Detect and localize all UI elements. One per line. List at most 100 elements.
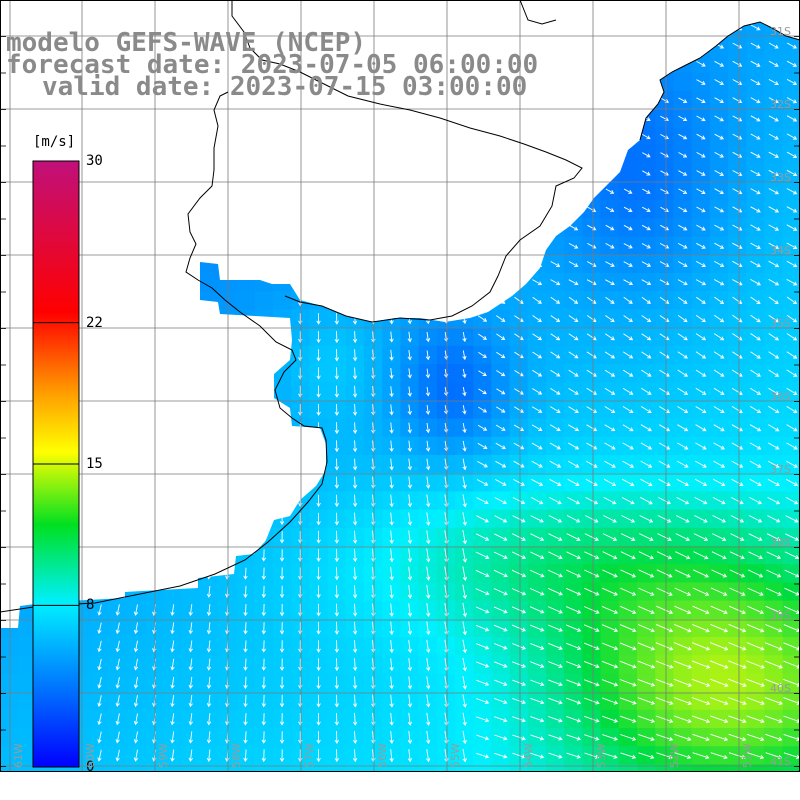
wind-arrow (371, 349, 376, 362)
wind-arrow (747, 587, 764, 596)
wind-arrow (495, 424, 506, 431)
wind-arrow (568, 224, 579, 231)
wind-arrow (115, 749, 120, 762)
wind-arrow (334, 548, 339, 563)
wind-cell (109, 783, 128, 800)
wind-arrow (462, 548, 468, 563)
wind-arrow (496, 315, 506, 322)
wind-arrow (425, 458, 431, 471)
wind-arrow (334, 512, 339, 526)
wind-arrow (783, 678, 800, 687)
wind-arrow (640, 406, 652, 413)
wind-cell (764, 783, 783, 800)
wind-arrow (352, 494, 358, 508)
wind-arrow (695, 460, 707, 468)
wind-arrow (766, 533, 781, 541)
wind-arrow (316, 385, 321, 398)
wind-arrow (604, 351, 616, 359)
wind-arrow (389, 422, 394, 434)
wind-arrow (746, 715, 765, 724)
wind-arrow (692, 605, 710, 615)
wind-arrow (583, 679, 600, 687)
wind-arrow (478, 352, 487, 358)
wind-arrow (641, 387, 652, 395)
wind-arrow (462, 368, 467, 379)
wind-arrow (512, 679, 526, 687)
wind-arrow (623, 279, 634, 286)
wind-arrow (188, 749, 193, 762)
wind-arrow (696, 188, 706, 194)
wind-arrow (352, 749, 358, 763)
wind-arrow (659, 369, 670, 377)
wind-arrow (316, 549, 321, 562)
wind-arrow (407, 676, 413, 690)
wind-arrow (261, 640, 266, 653)
wind-arrow (389, 694, 394, 708)
wind-arrow (462, 621, 467, 636)
wind-arrow (97, 695, 102, 707)
wind-arrow (764, 642, 783, 651)
wind-arrow (279, 603, 285, 617)
wind-arrow (658, 424, 671, 432)
wind-arrow (674, 733, 692, 742)
wind-arrow (750, 188, 761, 195)
wind-arrow (334, 295, 339, 307)
wind-arrow (714, 206, 725, 213)
wind-arrow (334, 712, 339, 726)
wind-arrow (768, 260, 780, 268)
wind-arrow (640, 460, 653, 468)
wind-arrow (389, 331, 394, 343)
wind-arrow (731, 369, 743, 377)
wind-arrow (584, 569, 600, 578)
wind-arrow (425, 440, 431, 452)
wind-arrow (696, 170, 706, 176)
wind-arrow (334, 458, 339, 471)
wind-arrow (352, 658, 358, 672)
wind-arrow (677, 243, 688, 249)
wind-arrow (678, 133, 688, 140)
wind-arrow (261, 676, 266, 690)
wind-cell (673, 783, 692, 800)
wind-arrow (407, 530, 413, 545)
wind-arrow (514, 370, 524, 377)
wind-arrow (710, 642, 729, 651)
wind-arrow (566, 752, 581, 759)
wind-arrow (170, 640, 175, 653)
wind-arrow (97, 749, 102, 762)
wind-arrow (750, 24, 761, 31)
wind-arrow (565, 642, 582, 651)
wind-arrow (548, 661, 563, 669)
wind-arrow (352, 676, 358, 690)
wind-arrow (513, 424, 525, 431)
wind-arrow (477, 442, 488, 450)
wind-arrow (710, 587, 728, 596)
wind-arrow (768, 333, 780, 341)
wind-arrow (696, 24, 706, 31)
wind-arrow (764, 697, 783, 705)
wind-arrow (407, 548, 413, 563)
wind-arrow (549, 424, 561, 432)
wind-cell (0, 746, 19, 765)
wind-arrow (352, 440, 358, 453)
wind-arrow (674, 752, 692, 760)
wind-cell (637, 764, 656, 772)
wind-arrow (656, 569, 673, 578)
wind-arrow (709, 697, 729, 706)
wind-arrow (750, 170, 761, 177)
wind-arrow (604, 442, 616, 450)
wind-arrow (407, 494, 413, 508)
wind-arrow (586, 442, 598, 450)
wind-arrow (462, 387, 467, 397)
wind-arrow (425, 331, 431, 343)
wind-cell (291, 764, 310, 772)
wind-arrow (605, 206, 615, 213)
wind-arrow (696, 133, 706, 140)
wind-arrow (601, 697, 619, 705)
wind-arrow (462, 566, 468, 582)
wind-arrow (714, 24, 725, 31)
wind-arrow (298, 404, 303, 416)
wind-arrow (476, 679, 490, 686)
wind-arrow (583, 642, 600, 651)
colorbar-ticks (33, 160, 79, 768)
wind-arrow (298, 713, 303, 726)
